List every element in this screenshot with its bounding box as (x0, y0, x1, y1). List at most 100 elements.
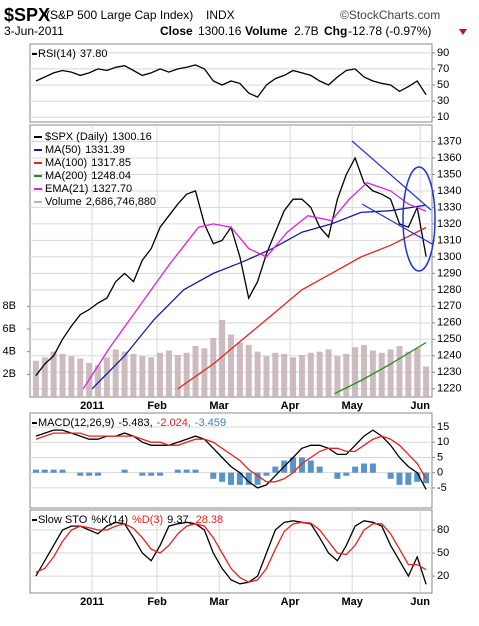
series-line (177, 226, 427, 390)
exchange: INDX (206, 8, 235, 22)
bar (369, 463, 376, 473)
bar (157, 352, 164, 397)
bar (219, 319, 226, 397)
bar (148, 472, 155, 476)
y-tick-label: 1270 (437, 300, 461, 312)
bar (387, 472, 394, 479)
bar (41, 469, 48, 473)
bar (361, 344, 368, 397)
bar (86, 472, 93, 476)
legend-value: 1331.39 (85, 144, 125, 156)
bar (165, 350, 172, 397)
bar (59, 353, 66, 397)
legend-title: MACD(12,26,9) (38, 417, 114, 429)
bar (272, 466, 279, 473)
legend-value: 2,686,746,880 (86, 196, 156, 208)
bar (245, 472, 252, 485)
y-tick-label: 1350 (437, 168, 461, 180)
y-tick-label: 50 (437, 79, 449, 91)
bar (290, 357, 297, 397)
bar (121, 469, 128, 473)
bar (236, 472, 243, 485)
x-tick-label: Mar (209, 400, 229, 412)
series-line (35, 520, 427, 585)
y-tick-label: 1370 (437, 135, 461, 147)
legend-value: 28.38 (196, 514, 224, 526)
close-value: 1300.16 (198, 24, 242, 38)
bar (325, 349, 332, 397)
bar (121, 351, 128, 397)
chg-label: Chg (324, 24, 347, 38)
volume-label: Volume (245, 24, 288, 38)
series-line (35, 429, 427, 490)
legend-name: MA(50) (45, 144, 81, 156)
y2-tick-label: 2B (3, 368, 16, 380)
bar (298, 355, 305, 397)
series-line (35, 432, 427, 483)
bar (68, 356, 75, 397)
x-tick-label: Feb (147, 400, 167, 412)
bar (352, 347, 359, 397)
bar (423, 366, 430, 397)
legend-title: Slow STO (38, 514, 88, 526)
bar (228, 334, 234, 397)
panel (29, 412, 433, 509)
bar (361, 463, 368, 473)
bar (405, 472, 412, 485)
legend-value: 9.37, (167, 514, 191, 526)
bar (307, 352, 314, 397)
bar (183, 352, 190, 397)
bar (94, 365, 101, 397)
legend-entry: MA(50) 1331.39 (45, 144, 125, 156)
y-tick-label: 30 (437, 95, 449, 107)
bar (112, 349, 119, 397)
chg-value: -12.78 (-0.97%) (348, 24, 431, 38)
trend-line (361, 203, 433, 245)
legend-name: MA(200) (45, 170, 87, 182)
legend-name: %K(14) (91, 514, 128, 526)
y-tick-label: 1300 (437, 251, 461, 263)
bar (130, 353, 137, 397)
legend-entry: $SPX (Daily) 1300.16 (45, 131, 152, 143)
bar (32, 469, 39, 473)
bar (228, 472, 234, 485)
source: ©StockCharts.com (340, 8, 440, 22)
bar (343, 353, 350, 397)
x-tick-label: 2011 (80, 400, 104, 412)
bar (316, 351, 323, 397)
bar (192, 346, 199, 397)
series-group (35, 64, 427, 98)
y-tick-label: 1310 (437, 234, 461, 246)
bar (254, 472, 261, 485)
y-tick-label: 0 (437, 467, 443, 479)
bar (32, 360, 39, 397)
legend-value: 37.80 (80, 48, 108, 60)
bar (183, 469, 190, 473)
bar (50, 351, 57, 397)
y-tick-label: 50 (437, 547, 449, 559)
y2-tick-label: 4B (3, 346, 16, 358)
trend-line (351, 140, 432, 211)
bar (139, 472, 146, 476)
x-tick-label: Apr (281, 400, 301, 412)
bar (59, 469, 66, 473)
bar (343, 472, 350, 476)
bar (41, 357, 48, 397)
highlight-ellipse (402, 166, 436, 272)
legend-entry: MA(200) 1248.04 (45, 170, 131, 182)
legend-value: 1248.04 (91, 170, 131, 182)
bar (192, 469, 199, 473)
legend-value: -2.024, (157, 417, 191, 429)
index-name: (S&P 500 Large Cap Index) (46, 8, 193, 22)
bar (387, 349, 394, 397)
legend-value: 1327.70 (92, 183, 132, 195)
bar (290, 457, 297, 473)
bar (396, 472, 403, 485)
bar (50, 469, 57, 473)
y-tick-label: 1360 (437, 152, 461, 164)
annotations (351, 140, 436, 272)
legend: Slow STO %K(14) %D(3) 9.37, 28.38 (38, 514, 223, 526)
bar (219, 472, 226, 482)
legend-value: 1317.85 (91, 157, 131, 169)
